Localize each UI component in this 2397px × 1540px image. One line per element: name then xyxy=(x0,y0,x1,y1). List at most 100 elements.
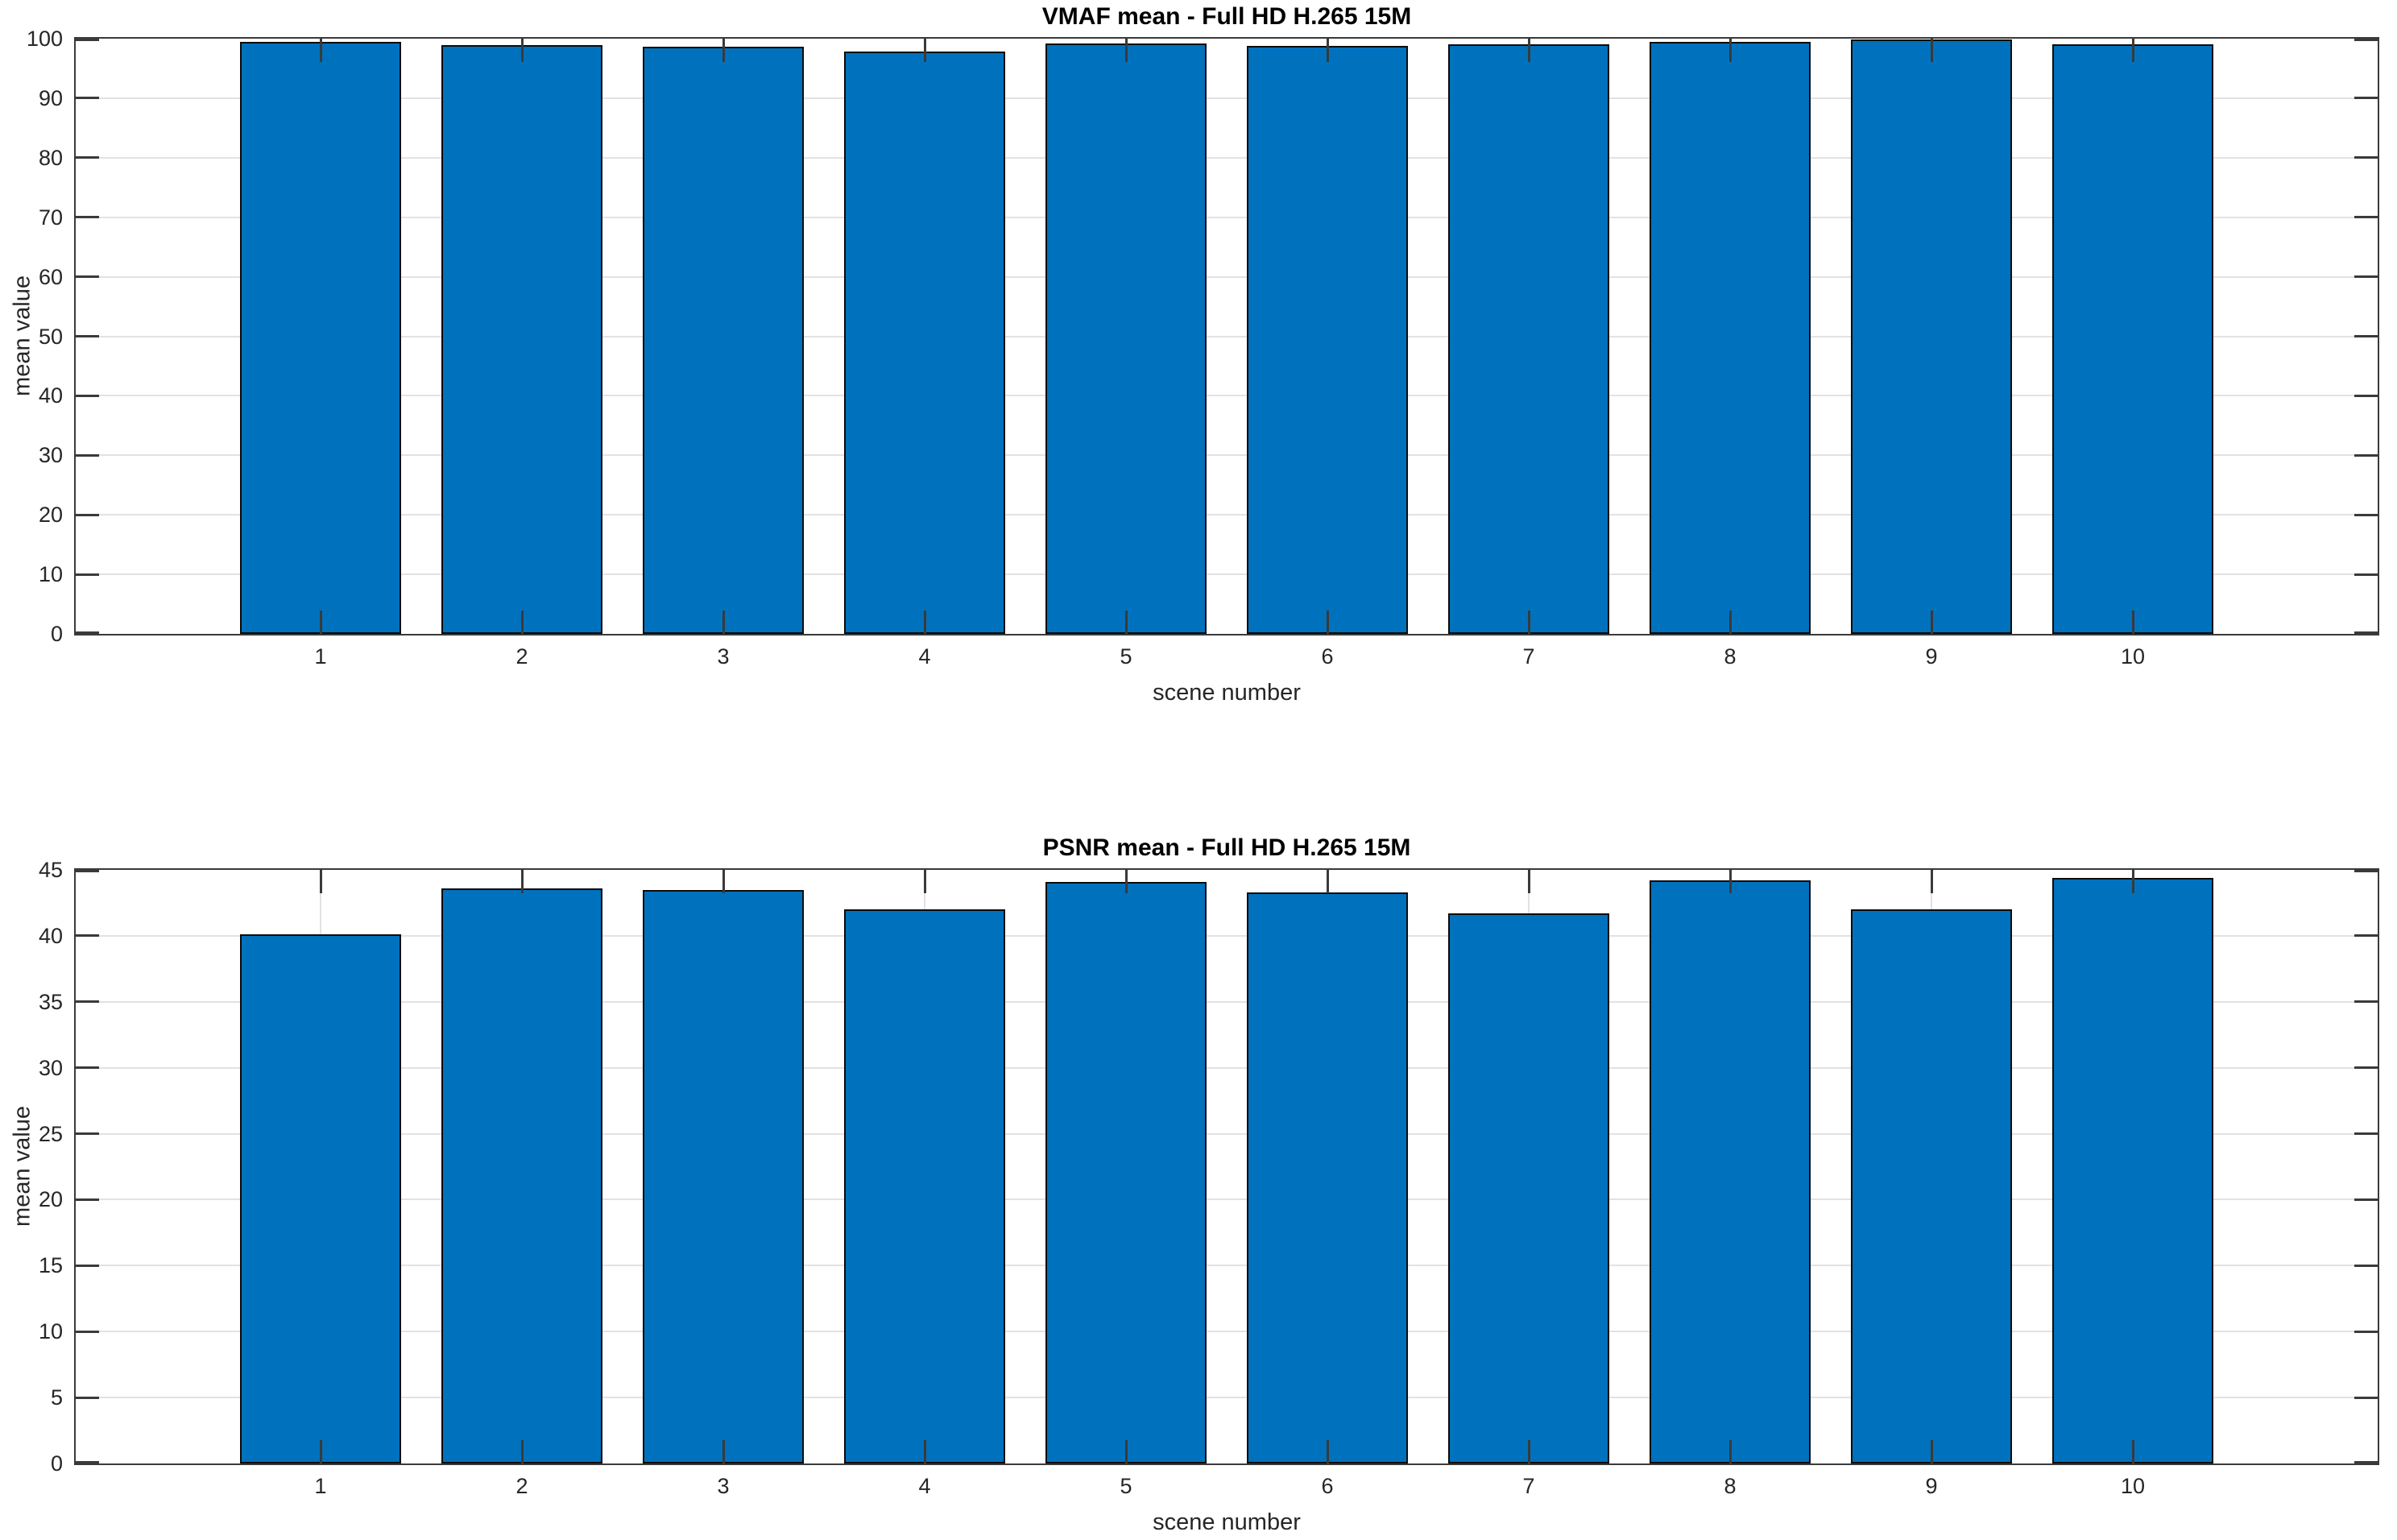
x-tick-mark xyxy=(2132,611,2134,634)
x-tick-mark xyxy=(924,1440,926,1463)
chart-title: PSNR mean - Full HD H.265 15M xyxy=(1042,834,1411,861)
x-tick-mark xyxy=(1729,39,1732,62)
chart-title: VMAF mean - Full HD H.265 15M xyxy=(1041,3,1412,30)
y-tick-label: 35 xyxy=(38,990,63,1014)
y-tick-mark xyxy=(76,1066,99,1069)
y-tick-mark xyxy=(2354,156,2378,159)
x-tick-mark xyxy=(2132,39,2134,62)
x-tick-label: 8 xyxy=(1724,1474,1737,1498)
y-tick-mark xyxy=(2354,454,2378,457)
y-tick-mark xyxy=(2354,1331,2378,1333)
y-tick-label: 15 xyxy=(38,1253,63,1277)
y-tick-mark xyxy=(76,335,99,337)
y-tick-mark xyxy=(2354,934,2378,937)
y-tick-mark xyxy=(76,1132,99,1135)
bar-scene-9 xyxy=(1851,909,2012,1463)
y-gridline xyxy=(76,935,2378,937)
x-tick-mark xyxy=(320,39,322,62)
y-tick-mark xyxy=(2354,395,2378,397)
x-tick-mark xyxy=(2132,870,2134,893)
bar-scene-7 xyxy=(1448,44,1609,634)
bar-scene-5 xyxy=(1045,43,1207,634)
y-tick-mark xyxy=(76,1198,99,1201)
bar-scene-2 xyxy=(441,888,602,1463)
y-tick-mark xyxy=(2354,1132,2378,1135)
x-tick-mark xyxy=(521,39,524,62)
x-tick-label: 2 xyxy=(515,1474,528,1498)
bar-scene-10 xyxy=(2052,44,2213,634)
x-tick-mark xyxy=(1327,611,1329,634)
y-tick-mark xyxy=(2354,1265,2378,1267)
x-axis-label: scene number xyxy=(1153,1509,1301,1535)
y-gridline xyxy=(76,454,2378,456)
y-tick-mark xyxy=(76,216,99,218)
x-tick-mark xyxy=(1528,870,1530,893)
y-tick-label: 80 xyxy=(38,146,63,170)
x-tick-mark xyxy=(722,1440,725,1463)
x-tick-mark xyxy=(1528,39,1530,62)
x-tick-label: 9 xyxy=(1925,644,1938,669)
x-tick-mark xyxy=(1327,870,1329,893)
y-tick-mark xyxy=(2354,335,2378,337)
x-tick-mark xyxy=(722,870,725,893)
plot-area: 1 2 3 4 5 6 7 8 9 10 0 10 20 30 40 50 60 70 80 90 100 xyxy=(27,27,2379,669)
y-tick-mark xyxy=(76,631,99,634)
x-tick-mark xyxy=(320,1440,322,1463)
y-tick-mark xyxy=(2354,1397,2378,1399)
y-tick-mark xyxy=(76,39,99,41)
y-gridline xyxy=(76,1331,2378,1332)
y-tick-mark xyxy=(2354,514,2378,516)
x-tick-mark xyxy=(722,611,725,634)
x-tick-label: 3 xyxy=(717,1474,730,1498)
bar-scene-3 xyxy=(643,47,804,634)
y-tick-mark xyxy=(76,275,99,278)
y-tick-mark xyxy=(76,573,99,576)
y-tick-mark xyxy=(2354,275,2378,278)
x-tick-mark xyxy=(1931,611,1933,634)
y-gridline xyxy=(76,1265,2378,1266)
x-tick-mark xyxy=(521,870,524,893)
x-tick-label: 7 xyxy=(1522,644,1535,669)
x-tick-mark xyxy=(1729,611,1732,634)
y-tick-label: 10 xyxy=(38,562,63,586)
x-tick-label: 4 xyxy=(918,644,931,669)
x-tick-label: 1 xyxy=(314,1474,327,1498)
x-tick-mark xyxy=(521,1440,524,1463)
y-tick-mark xyxy=(2354,631,2378,634)
x-tick-mark xyxy=(1528,611,1530,634)
y-tick-label: 25 xyxy=(38,1122,63,1146)
y-gridline xyxy=(76,97,2378,99)
y-tick-mark xyxy=(2354,97,2378,99)
y-tick-label: 40 xyxy=(38,924,63,948)
y-tick-mark xyxy=(2354,1000,2378,1003)
bar-scene-6 xyxy=(1247,892,1408,1463)
x-tick-label: 8 xyxy=(1724,644,1737,669)
y-tick-label: 30 xyxy=(38,443,63,467)
y-tick-label: 0 xyxy=(50,622,63,646)
y-tick-mark xyxy=(2354,1066,2378,1069)
x-tick-mark xyxy=(924,611,926,634)
y-tick-mark xyxy=(76,1331,99,1333)
x-tick-label: 5 xyxy=(1120,1474,1132,1498)
y-tick-label: 90 xyxy=(38,86,63,110)
y-tick-label: 70 xyxy=(38,205,63,230)
x-tick-mark xyxy=(1729,1440,1732,1463)
y-tick-mark xyxy=(76,395,99,397)
y-tick-label: 45 xyxy=(38,858,63,882)
x-tick-mark xyxy=(521,611,524,634)
x-tick-label: 6 xyxy=(1321,1474,1334,1498)
y-tick-label: 0 xyxy=(50,1451,63,1476)
bar-scene-9 xyxy=(1851,39,2012,634)
x-tick-label: 9 xyxy=(1925,1474,1938,1498)
y-gridline xyxy=(76,276,2378,278)
x-tick-mark xyxy=(1729,870,1732,893)
x-tick-label: 1 xyxy=(314,644,327,669)
y-tick-mark xyxy=(2354,1198,2378,1201)
y-tick-label: 50 xyxy=(38,325,63,349)
y-tick-mark xyxy=(76,1397,99,1399)
bar-scene-4 xyxy=(844,52,1005,634)
bar-scene-10 xyxy=(2052,878,2213,1463)
y-tick-mark xyxy=(76,97,99,99)
